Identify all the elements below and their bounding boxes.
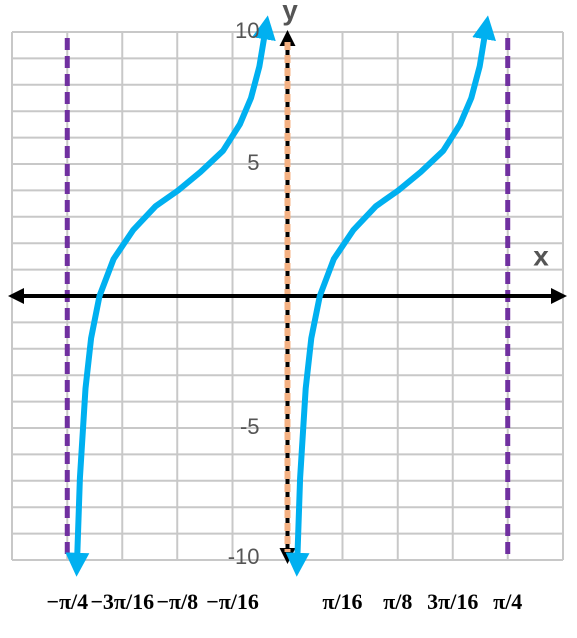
x-tick-label: π/4: [493, 589, 522, 614]
curve: [65, 15, 276, 577]
x-tick-label: −π/16: [206, 589, 259, 614]
y-tick-label: -10: [228, 544, 260, 569]
curve: [285, 15, 496, 577]
x-axis-label: x: [533, 240, 549, 271]
x-tick-label: −π/4: [46, 589, 88, 614]
x-tick-label: 3π/16: [427, 589, 478, 614]
y-tick-label: 5: [247, 150, 259, 175]
y-tick-label: -5: [240, 414, 260, 439]
y-tick-label: 10: [235, 18, 259, 43]
x-tick-label: π/16: [322, 589, 362, 614]
y-axis-label: y: [282, 0, 298, 25]
x-tick-label: π/8: [383, 589, 412, 614]
x-tick-label: −π/8: [156, 589, 198, 614]
x-tick-label: −3π/16: [90, 589, 154, 614]
